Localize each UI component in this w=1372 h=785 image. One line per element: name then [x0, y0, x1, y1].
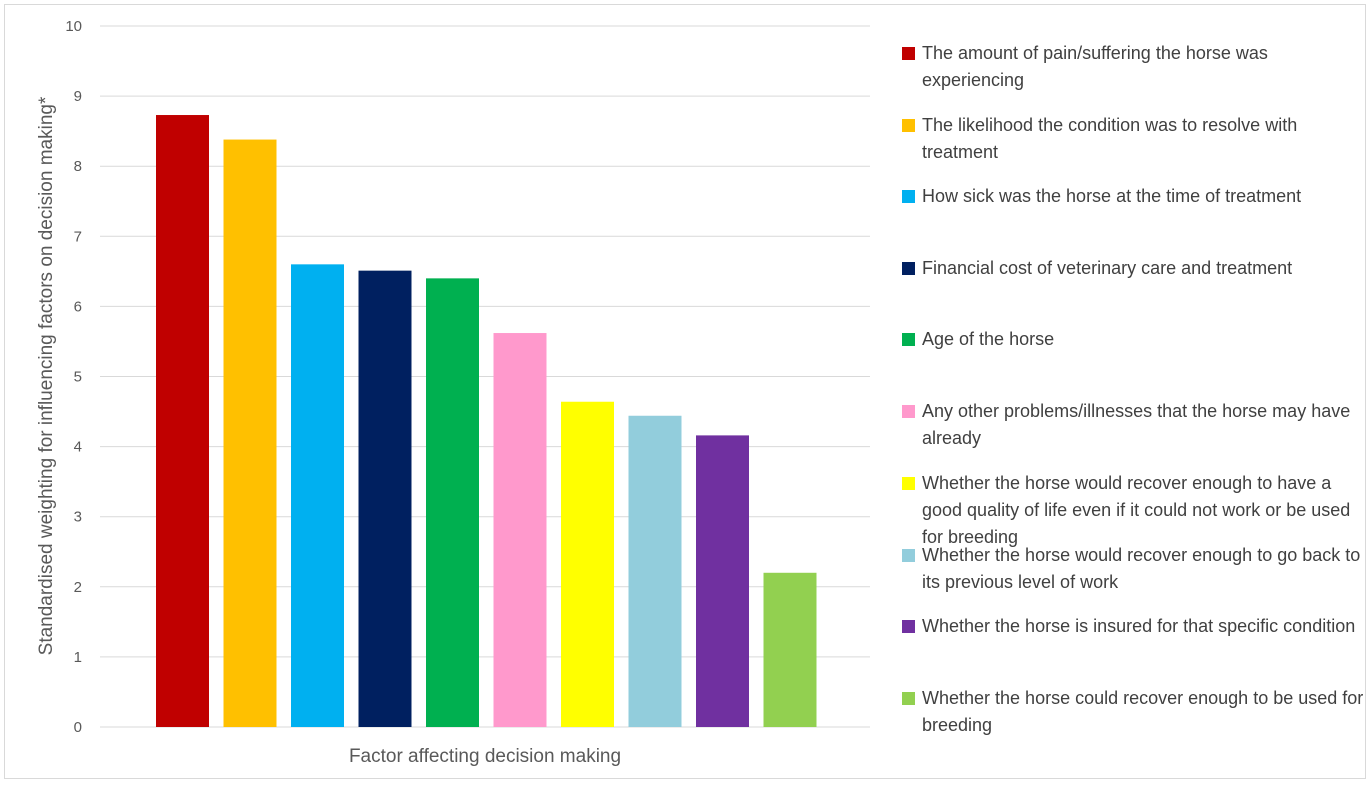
legend-swatch [902, 620, 915, 633]
bar [628, 415, 682, 727]
legend-swatch [902, 692, 915, 705]
bar [426, 278, 479, 727]
y-tick-label: 7 [74, 228, 82, 245]
legend-item: Whether the horse is insured for that sp… [902, 613, 1364, 640]
legend-swatch [902, 477, 915, 490]
y-tick-label: 0 [74, 719, 82, 736]
legend-label: Whether the horse is insured for that sp… [922, 616, 1356, 636]
legend-item: Any other problems/illnesses that the ho… [902, 398, 1364, 452]
legend-label: Whether the horse would recover enough t… [922, 545, 1361, 592]
legend-swatch [902, 119, 915, 132]
gridlines [100, 25, 870, 728]
legend-item: Age of the horse [902, 326, 1364, 353]
y-tick-label: 4 [74, 439, 82, 456]
legend-swatch [902, 262, 915, 275]
legend-item: Whether the horse could recover enough t… [902, 685, 1364, 739]
bar [763, 572, 817, 727]
bar [561, 401, 614, 727]
y-tick-label: 2 [74, 579, 82, 596]
bar [493, 333, 547, 727]
legend-label: Age of the horse [922, 329, 1055, 349]
legend-label: Whether the horse could recover enough t… [922, 688, 1364, 735]
legend-item: How sick was the horse at the time of tr… [902, 183, 1364, 210]
legend-label: Whether the horse would recover enough t… [922, 473, 1351, 547]
y-tick-label: 8 [74, 158, 82, 175]
y-tick-label: 1 [74, 649, 82, 666]
legend-item: Financial cost of veterinary care and tr… [902, 255, 1364, 282]
bar [358, 270, 412, 727]
legend-label: Any other problems/illnesses that the ho… [922, 401, 1351, 448]
legend-item: Whether the horse would recover enough t… [902, 470, 1364, 551]
bar [696, 435, 749, 727]
y-tick-label: 3 [74, 509, 82, 526]
legend-label: The amount of pain/suffering the horse w… [922, 43, 1268, 90]
y-tick-label: 9 [74, 88, 82, 105]
legend-swatch [902, 333, 915, 346]
y-tick-label: 5 [74, 369, 82, 386]
bars [156, 115, 817, 728]
legend-item: The amount of pain/suffering the horse w… [902, 40, 1364, 94]
legend-item: Whether the horse would recover enough t… [902, 542, 1364, 596]
x-axis-title: Factor affecting decision making [349, 746, 621, 767]
bar [223, 139, 277, 727]
legend-item: The likelihood the condition was to reso… [902, 112, 1364, 166]
legend-label: The likelihood the condition was to reso… [922, 115, 1298, 162]
legend-label: How sick was the horse at the time of tr… [922, 186, 1302, 206]
legend-swatch [902, 190, 915, 203]
y-tick-label: 6 [74, 298, 82, 315]
y-axis-title: Standardised weighting for influencing f… [36, 96, 57, 655]
chart-frame [4, 4, 1366, 779]
legend-swatch [902, 47, 915, 60]
bar [291, 264, 344, 727]
y-tick-label: 10 [65, 18, 82, 35]
legend-swatch [902, 405, 915, 418]
bar [156, 115, 209, 728]
legend-label: Financial cost of veterinary care and tr… [922, 258, 1293, 278]
y-axis-ticks: 0 1 2 3 4 5 6 7 8 9 10 [65, 18, 82, 736]
legend-swatch [902, 549, 915, 562]
